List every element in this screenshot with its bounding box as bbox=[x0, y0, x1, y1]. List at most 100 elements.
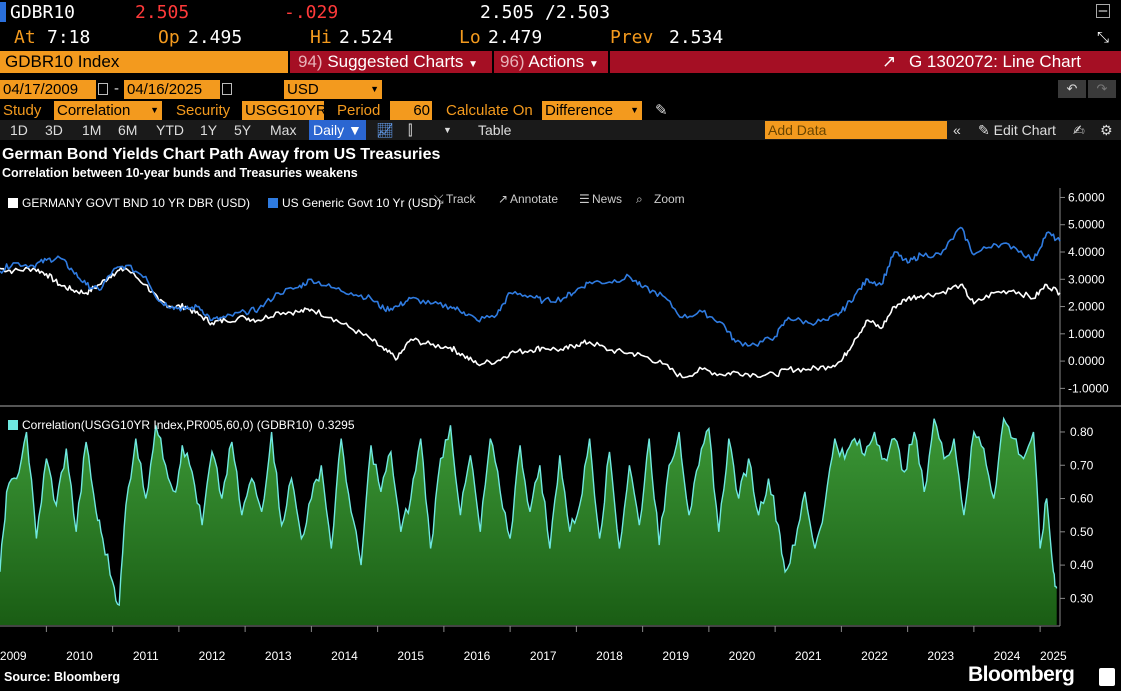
suggested-charts-number: 94) bbox=[298, 52, 323, 71]
zoom-button[interactable]: Zoom bbox=[654, 192, 685, 206]
actions-menu[interactable]: 96) Actions ▼ bbox=[500, 51, 599, 73]
frequency-select[interactable]: Daily ▼ bbox=[309, 120, 366, 140]
currency-value: USD bbox=[287, 81, 319, 98]
x-axis: 2009 2010 2011 2012 2013 2014 2015 2016 2017 2018… bbox=[0, 625, 1067, 663]
source-note: Source: Bloomberg bbox=[4, 670, 120, 684]
x-tick-label: 2023 bbox=[927, 649, 954, 663]
index-name-field[interactable]: GDBR10 Index bbox=[0, 51, 288, 73]
high-value: 2.524 bbox=[339, 27, 394, 48]
close-window-icon[interactable]: – bbox=[1096, 4, 1110, 18]
y-tick-label: 2.0000 bbox=[1068, 300, 1105, 314]
y-tick-label: 6.0000 bbox=[1068, 190, 1105, 204]
undo-button[interactable]: ↶ bbox=[1058, 80, 1086, 98]
y-tick-label: 5.0000 bbox=[1068, 218, 1105, 232]
y-tick-label: 0.70 bbox=[1070, 458, 1094, 472]
range-ytd[interactable]: YTD bbox=[156, 122, 184, 138]
range-1y[interactable]: 1Y bbox=[200, 122, 218, 138]
actions-label: Actions bbox=[528, 52, 585, 71]
track-icon[interactable]: ⤯ bbox=[434, 192, 444, 206]
start-date-input[interactable]: 04/17/2009 bbox=[0, 80, 96, 99]
currency-select[interactable]: USD ▼ bbox=[284, 80, 382, 99]
dropdown-arrow-icon: ▼ bbox=[588, 59, 599, 70]
germany-legend-label: GERMANY GOVT BND 10 YR DBR (USD) bbox=[22, 196, 250, 210]
prev-label: Prev bbox=[610, 27, 654, 48]
y-tick-label: 0.40 bbox=[1070, 558, 1094, 572]
security-input[interactable]: USGG10YR bbox=[242, 101, 327, 120]
x-tick-label: 2018 bbox=[596, 649, 623, 663]
table-button[interactable]: Table bbox=[478, 122, 512, 138]
x-tick-label: 2024 bbox=[994, 649, 1021, 663]
frequency-value: Daily bbox=[313, 122, 345, 138]
study-row: Study Correlation ▼ Security USGG10YR Pe… bbox=[0, 101, 1121, 120]
chart-id-link[interactable]: ↗ G 1302072: Line Chart bbox=[882, 51, 1081, 73]
us-legend-label: US Generic Govt 10 Yr (USD) bbox=[282, 196, 441, 210]
x-tick-label: 2015 bbox=[397, 649, 424, 663]
expand-icon[interactable]: ⤡ bbox=[1097, 28, 1110, 46]
annotate-button[interactable]: Annotate bbox=[510, 192, 558, 206]
correlation-line[interactable] bbox=[0, 416, 1058, 607]
range-6m[interactable]: 6M bbox=[118, 122, 138, 138]
x-tick-label: 2020 bbox=[729, 649, 756, 663]
y-tick-label: -1.0000 bbox=[1068, 381, 1109, 395]
period-input[interactable]: 60 bbox=[390, 101, 432, 120]
calendar-icon[interactable] bbox=[222, 83, 232, 95]
ticker-symbol[interactable]: GDBR10 bbox=[10, 2, 76, 23]
end-date-input[interactable]: 04/16/2025 bbox=[124, 80, 220, 99]
y-tick-label: 0.0000 bbox=[1068, 354, 1105, 368]
study-select[interactable]: Correlation ▼ bbox=[54, 101, 162, 120]
annotation-edit-icon[interactable]: ✍︎ bbox=[1073, 122, 1085, 138]
range-5y[interactable]: 5Y bbox=[234, 122, 252, 138]
range-1d[interactable]: 1D bbox=[10, 122, 28, 138]
bloomberg-logo: Bloomberg bbox=[968, 663, 1075, 686]
chart-tools: ⤯ Track ↗ Annotate ☰ News ⌕ Zoom bbox=[434, 192, 685, 206]
track-button[interactable]: Track bbox=[446, 192, 477, 206]
add-data-input[interactable]: Add Data bbox=[765, 121, 947, 139]
x-tick-label: 2014 bbox=[331, 649, 358, 663]
suggested-charts-label: Suggested Charts bbox=[327, 52, 464, 71]
y-tick-label: 3.0000 bbox=[1068, 272, 1105, 286]
y-tick-label: 0.50 bbox=[1070, 525, 1094, 539]
study-label: Study bbox=[3, 102, 42, 119]
calculate-on-label: Calculate On bbox=[446, 102, 533, 119]
chart-type-dropdown-icon[interactable]: ▼ bbox=[443, 125, 452, 135]
annotate-icon[interactable]: ↗ bbox=[498, 192, 508, 206]
news-button[interactable]: News bbox=[592, 192, 622, 206]
news-icon[interactable]: ☰ bbox=[579, 192, 590, 206]
period-label: Period bbox=[337, 102, 381, 119]
redo-button[interactable]: ↷ bbox=[1088, 80, 1116, 98]
calculate-on-value: Difference bbox=[545, 102, 614, 119]
range-max[interactable]: Max bbox=[270, 122, 297, 138]
x-tick-label: 2025 bbox=[1040, 649, 1067, 663]
chart-subtitle: Correlation between 10-year bunds and Tr… bbox=[2, 166, 358, 180]
session-stats: At 7:18 Op 2.495 Hi 2.524 Lo 2.479 Prev … bbox=[0, 26, 1121, 50]
range-1m[interactable]: 1M bbox=[82, 122, 102, 138]
open-value: 2.495 bbox=[188, 27, 243, 48]
bar-chart-icon[interactable]: ⫿ bbox=[408, 122, 413, 138]
range-3d[interactable]: 3D bbox=[45, 122, 63, 138]
x-tick-label: 2019 bbox=[662, 649, 689, 663]
x-tick-label: 2017 bbox=[530, 649, 557, 663]
germany-yield-line[interactable] bbox=[0, 266, 1061, 379]
at-label: At bbox=[14, 27, 36, 48]
settings-gear-icon[interactable]: ⚙ bbox=[1100, 122, 1113, 138]
calendar-icon[interactable] bbox=[98, 83, 108, 95]
x-tick-label: 2016 bbox=[464, 649, 491, 663]
us-legend-swatch bbox=[268, 198, 278, 208]
y-tick-label: 0.80 bbox=[1070, 425, 1094, 439]
yield-panel: 6.0000 5.0000 4.0000 3.0000 2.0000 1.0000 0.00… bbox=[0, 188, 1121, 626]
chart-canvas[interactable]: 6.0000 5.0000 4.0000 3.0000 2.0000 1.0000 0.00… bbox=[0, 180, 1121, 668]
us-yield-line[interactable] bbox=[0, 226, 1061, 347]
edit-chart-button[interactable]: ✎ Edit Chart bbox=[978, 122, 1056, 138]
pencil-icon[interactable]: ✎ bbox=[655, 102, 668, 119]
actions-number: 96) bbox=[500, 52, 525, 71]
collapse-icon[interactable]: « bbox=[953, 122, 961, 138]
chart-id-label: G 1302072: Line Chart bbox=[908, 52, 1081, 71]
function-bar: GDBR10 Index 94) Suggested Charts ▼ 96) … bbox=[0, 51, 1121, 73]
line-chart-icon[interactable]: 📈︎ bbox=[376, 122, 394, 138]
calculate-on-select[interactable]: Difference ▼ bbox=[542, 101, 642, 120]
zoom-icon[interactable]: ⌕ bbox=[636, 192, 643, 206]
x-tick-label: 2022 bbox=[861, 649, 888, 663]
study-value: Correlation bbox=[57, 102, 131, 119]
suggested-charts-menu[interactable]: 94) Suggested Charts ▼ bbox=[298, 51, 478, 73]
external-link-icon: ↗ bbox=[882, 52, 897, 71]
